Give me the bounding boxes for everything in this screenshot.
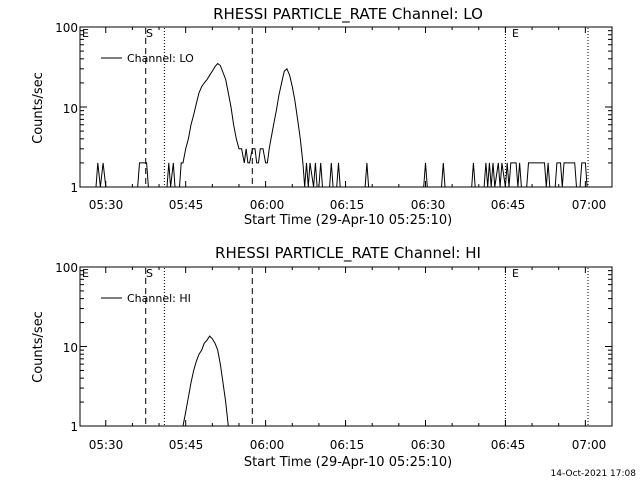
x-tick-label: 06:30	[411, 438, 446, 452]
y-tick-label: 100	[55, 261, 78, 275]
chart-title: RHESSI PARTICLE_RATE Channel: HI	[215, 244, 481, 263]
series-line	[182, 335, 229, 427]
legend-label: Channel: HI	[127, 292, 191, 305]
x-tick-label: 05:30	[89, 198, 124, 212]
y-axis-label: Counts/sec	[31, 311, 46, 383]
x-tick-label: 07:00	[572, 438, 607, 452]
panel-hi: RHESSI PARTICLE_RATE Channel: HI Counts/…	[31, 244, 613, 470]
marker-label-s: S	[146, 267, 153, 280]
y-tick-label: 1	[70, 181, 78, 195]
x-axis-label: Start Time (29-Apr-10 05:25:10)	[244, 213, 452, 228]
x-tick-label: 06:45	[491, 198, 526, 212]
plot-area-hi	[79, 266, 613, 427]
x-tick-label: 07:00	[572, 198, 607, 212]
x-tick-label: 05:45	[169, 198, 204, 212]
x-tick-label: 06:00	[250, 198, 285, 212]
x-tick-label: 06:30	[411, 198, 446, 212]
series-line	[95, 62, 588, 188]
plot-area-lo	[79, 26, 613, 188]
y-tick-label: 100	[55, 21, 78, 35]
x-tick-label: 06:00	[250, 438, 285, 452]
marker-label-e-start: E	[82, 267, 89, 280]
x-axis-label: Start Time (29-Apr-10 05:25:10)	[244, 455, 452, 470]
marker-label-e-end: E	[512, 267, 519, 280]
y-axis-label: Counts/sec	[31, 72, 46, 144]
legend-label: Channel: LO	[127, 52, 194, 65]
y-tick-label: 10	[63, 341, 78, 355]
x-tick-label: 05:45	[169, 438, 204, 452]
x-tick-label: 06:15	[330, 198, 365, 212]
footer-timestamp: 14-Oct-2021 17:08	[551, 469, 637, 479]
x-tick-label: 06:15	[330, 438, 365, 452]
panel-lo: RHESSI PARTICLE_RATE Channel: LO Counts/…	[31, 5, 613, 228]
y-tick-label: 1	[70, 420, 78, 434]
marker-label-e-start: E	[82, 27, 89, 40]
x-tick-label: 05:30	[89, 438, 124, 452]
marker-label-e-end: E	[512, 27, 519, 40]
x-tick-label: 06:45	[491, 438, 526, 452]
chart-title: RHESSI PARTICLE_RATE Channel: LO	[213, 5, 483, 24]
marker-label-s: S	[146, 27, 153, 40]
y-tick-label: 10	[63, 102, 78, 116]
